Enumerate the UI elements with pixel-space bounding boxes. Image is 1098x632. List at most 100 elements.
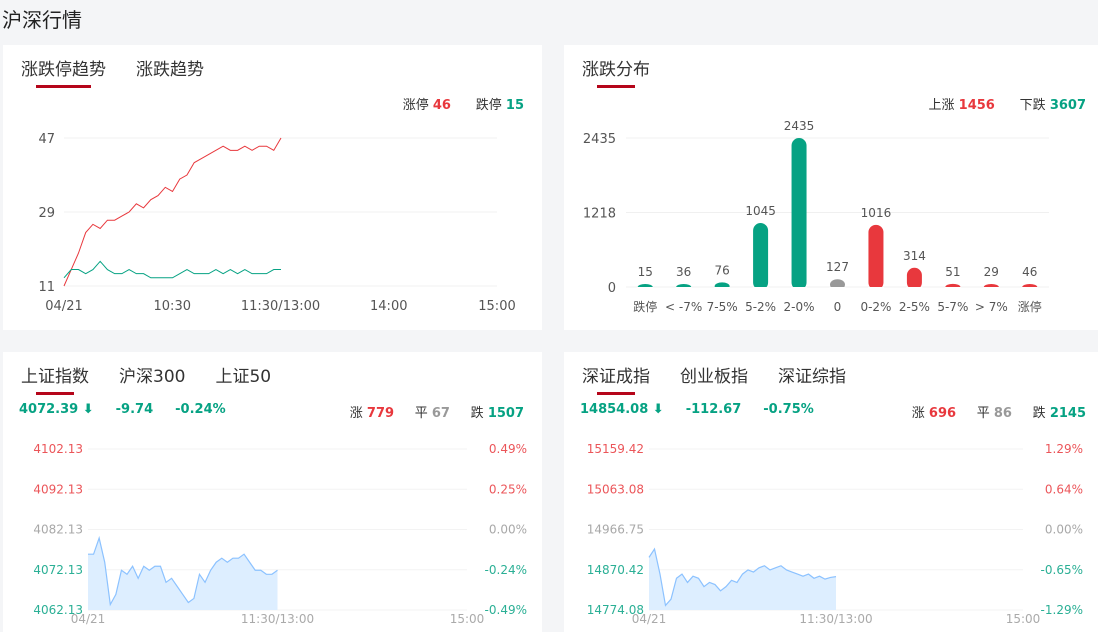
arrow-down-icon: ⬇ xyxy=(82,402,94,417)
index-change: -112.67 xyxy=(685,402,742,417)
tab-sz-component[interactable]: 深证成指 xyxy=(582,362,650,395)
limit-up-count: 46 xyxy=(432,98,451,113)
down-label: 跌 xyxy=(1032,406,1046,421)
x-tick-label: 14:00 xyxy=(370,299,407,314)
price-line xyxy=(648,547,837,607)
x-category-label: 7-5% xyxy=(707,300,738,314)
y-tick-label: 4102.13 xyxy=(33,442,83,456)
distribution-chart: 2435 1218 0 15 跌停 36 < -7% 76 7-5% 1045 5-2% 2435 2-… xyxy=(583,119,1049,314)
bar-base-mask xyxy=(637,287,654,293)
limit-trend-panel: 涨跌停趋势 涨跌趋势 涨停 46 跌停 15 47 29 11 04/21 10:30 11… xyxy=(3,45,542,330)
y-tick-label: 15063.08 xyxy=(587,482,644,496)
sh-index-chart: 4102.13 0.49% 4092.13 0.25% 4082.13 0.00% 4072… xyxy=(33,442,527,626)
y-tick-label: 15159.42 xyxy=(587,442,644,456)
up-label: 涨 xyxy=(349,406,363,421)
sz-index-panel: 深证成指 创业板指 深证综指 14854.08 ⬇ -112.67 -0.75% 涨 6… xyxy=(564,352,1098,632)
distribution-panel: 涨跌分布 上涨 1456 下跌 3607 2435 1218 0 15 跌停 36 < -7… xyxy=(564,45,1098,330)
bar xyxy=(791,138,807,290)
x-category-label: 0-2% xyxy=(860,300,891,314)
tab-rise-fall-trend[interactable]: 涨跌趋势 xyxy=(136,60,204,80)
bar-value-label: 127 xyxy=(826,260,849,274)
tab-distribution[interactable]: 涨跌分布 xyxy=(582,55,650,88)
index-pct: -0.75% xyxy=(763,402,814,417)
x-category-label: 5-2% xyxy=(745,300,776,314)
bar-value-label: 15 xyxy=(638,265,653,279)
x-tick-label: 04/21 xyxy=(71,612,106,626)
sz-index-chart: 15159.42 1.29% 15063.08 0.64% 14966.75 0.00% 1… xyxy=(587,442,1083,626)
fall-label: 下跌 xyxy=(1019,98,1046,113)
bar xyxy=(868,224,884,290)
y-tick-label: 4072.13 xyxy=(33,563,83,577)
y-tick-label: 1218 xyxy=(583,207,616,222)
x-category-label: 涨停 xyxy=(1018,299,1042,314)
bar-base-mask xyxy=(944,287,961,293)
tab-limit-trend[interactable]: 涨跌停趋势 xyxy=(21,55,106,88)
x-tick-label: 11:30/13:00 xyxy=(799,612,872,626)
x-tick-label: 04/21 xyxy=(45,299,82,314)
up-count: 779 xyxy=(366,406,395,421)
page-title: 沪深行情 xyxy=(2,8,82,32)
y-tick-label: 11 xyxy=(38,280,55,295)
bar-value-label: 46 xyxy=(1022,265,1037,279)
tab-sse50[interactable]: 上证50 xyxy=(215,367,272,387)
limit-down-count: 15 xyxy=(505,98,524,113)
pct-tick-label: -0.24% xyxy=(485,563,527,577)
y-tick-label: 0 xyxy=(608,281,616,296)
pct-tick-label: 0.49% xyxy=(489,442,527,456)
up-label: 涨 xyxy=(911,406,925,421)
x-tick-label: 15:00 xyxy=(1006,612,1041,626)
down-label: 跌 xyxy=(470,406,484,421)
series-line xyxy=(63,137,282,287)
bar-base-mask xyxy=(714,287,731,293)
bar-value-label: 1016 xyxy=(861,206,892,220)
pct-tick-label: -0.49% xyxy=(485,603,527,617)
x-tick-label: 10:30 xyxy=(154,299,191,314)
price-area xyxy=(649,549,836,610)
x-category-label: > 7% xyxy=(975,300,1008,314)
limit-down-label: 跌停 xyxy=(475,98,502,113)
bar-base-mask xyxy=(829,287,846,293)
tab-sh-index[interactable]: 上证指数 xyxy=(21,362,89,395)
index-change: -9.74 xyxy=(115,402,154,417)
bar-value-label: 314 xyxy=(903,249,926,263)
flat-count: 86 xyxy=(993,406,1012,421)
y-tick-label: 14966.75 xyxy=(587,523,644,537)
price-line xyxy=(88,535,278,607)
bar-base-mask xyxy=(752,287,769,293)
bar-base-mask xyxy=(1021,287,1038,293)
y-tick-label: 4062.13 xyxy=(33,603,83,617)
pct-tick-label: 0.00% xyxy=(1045,523,1083,537)
sh-index-panel: 上证指数 沪深300 上证50 4072.39 ⬇ -9.74 -0.24% 涨 779… xyxy=(3,352,542,632)
tab-chinext[interactable]: 创业板指 xyxy=(680,367,748,387)
flat-count: 67 xyxy=(431,406,450,421)
bar-base-mask xyxy=(791,287,808,293)
tab-csi300[interactable]: 沪深300 xyxy=(119,367,186,387)
index-price: 14854.08 xyxy=(580,402,649,417)
x-tick-label: 04/21 xyxy=(632,612,667,626)
bar-value-label: 51 xyxy=(945,265,960,279)
bar-value-label: 76 xyxy=(714,263,729,277)
y-tick-label: 4082.13 xyxy=(33,523,83,537)
limit-trend-chart: 47 29 11 04/21 10:30 11:30/13:00 14:00 15:00 xyxy=(38,132,515,314)
bar xyxy=(906,267,922,290)
x-category-label: 0 xyxy=(834,300,842,314)
limit-up-label: 涨停 xyxy=(402,98,429,113)
pct-tick-label: 0.25% xyxy=(489,482,527,496)
bar-value-label: 2435 xyxy=(784,119,815,133)
x-category-label: 5-7% xyxy=(937,300,968,314)
pct-tick-label: 0.00% xyxy=(489,523,527,537)
x-category-label: 2-0% xyxy=(784,300,815,314)
y-tick-label: 29 xyxy=(38,206,55,221)
pct-tick-label: -0.65% xyxy=(1041,563,1083,577)
pct-tick-label: -1.29% xyxy=(1041,603,1083,617)
y-tick-label: 14870.42 xyxy=(587,563,644,577)
y-tick-label: 2435 xyxy=(583,132,616,147)
index-pct: -0.24% xyxy=(175,402,226,417)
price-area xyxy=(88,538,278,610)
tab-sz-composite[interactable]: 深证综指 xyxy=(778,367,846,387)
fall-count: 3607 xyxy=(1049,98,1086,113)
x-tick-label: 15:00 xyxy=(478,299,515,314)
down-count: 2145 xyxy=(1049,406,1086,421)
x-tick-label: 11:30/13:00 xyxy=(241,612,314,626)
pct-tick-label: 0.64% xyxy=(1045,482,1083,496)
